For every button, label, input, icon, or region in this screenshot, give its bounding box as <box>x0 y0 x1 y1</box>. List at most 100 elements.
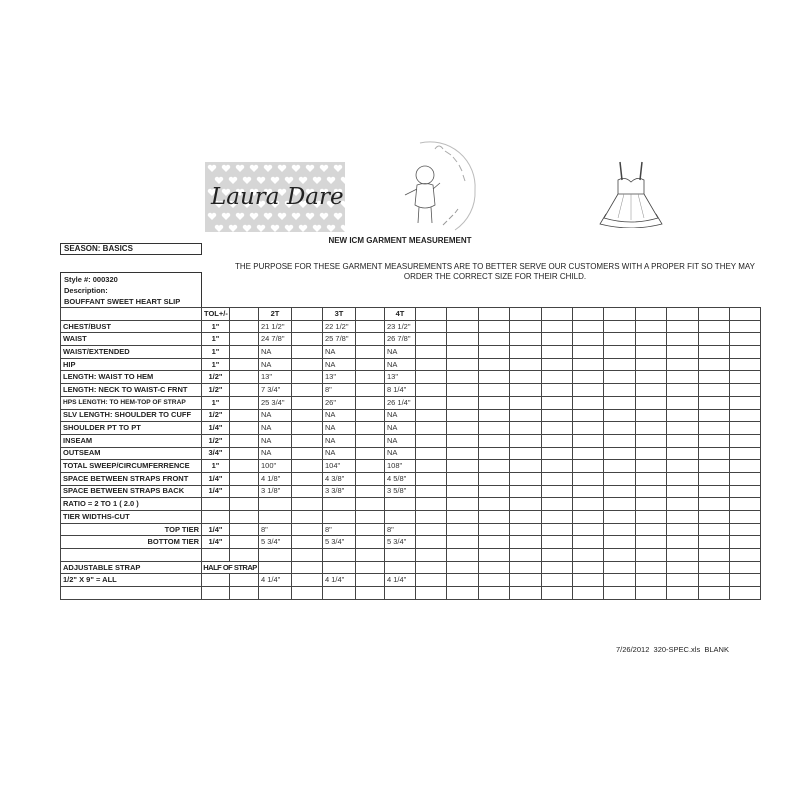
empty-cell <box>634 421 668 435</box>
empty-cell <box>477 573 511 588</box>
empty-cell <box>571 395 605 410</box>
empty-cell <box>571 408 605 423</box>
empty-cell <box>603 383 636 397</box>
heart-icon <box>242 176 252 184</box>
empty-cell <box>603 446 636 461</box>
table-row: WAIST/EXTENDED 1" NA NA NA <box>60 345 762 359</box>
empty-cell <box>414 510 448 524</box>
empty-cell <box>666 307 699 321</box>
empty-cell <box>728 497 762 511</box>
empty-cell <box>571 573 605 588</box>
size-value-4t: NA <box>384 345 416 359</box>
row-tolerance: 1" <box>201 395 230 410</box>
empty-cell <box>728 332 762 347</box>
heart-icon <box>305 164 315 172</box>
heart-icon <box>340 176 345 184</box>
empty-cell <box>603 573 636 588</box>
row-tolerance <box>201 510 230 524</box>
empty-cell <box>355 535 385 550</box>
empty-cell <box>728 433 762 448</box>
empty-cell <box>666 446 699 461</box>
empty-cell <box>540 332 573 347</box>
empty-cell <box>697 560 730 575</box>
empty-cell <box>446 522 479 537</box>
heart-icon <box>284 200 294 208</box>
heart-icon <box>326 176 336 184</box>
empty-cell <box>509 484 542 499</box>
empty-cell <box>728 586 762 600</box>
empty-cell <box>509 497 542 511</box>
size-value-4t: 8 1/4" <box>384 383 416 397</box>
table-row: HIP 1" NA NA NA <box>60 357 762 372</box>
empty-cell <box>446 510 479 524</box>
empty-cell <box>355 383 385 397</box>
empty-cell <box>291 370 323 385</box>
empty-cell <box>509 535 542 550</box>
empty-cell <box>291 560 323 575</box>
table-row: RATIO = 2 TO 1 ( 2.0 ) <box>60 497 762 511</box>
row-tolerance: 1/2" <box>201 408 230 423</box>
empty-cell <box>509 421 542 435</box>
size-value-3t: NA <box>322 408 356 423</box>
heart-icon <box>312 224 322 232</box>
size-value-2t <box>258 497 292 511</box>
empty-cell <box>571 471 605 486</box>
empty-cell <box>477 535 511 550</box>
empty-cell <box>509 307 542 321</box>
empty-cell <box>634 332 668 347</box>
size-value-2t: 8" <box>258 522 292 537</box>
row-label: LENGTH: WAIST TO HEM <box>60 370 202 385</box>
empty-cell <box>540 535 573 550</box>
row-tolerance: 1" <box>201 357 230 372</box>
empty-cell <box>446 395 479 410</box>
style-box: Style #: 000320 Description: BOUFFANT SW… <box>60 272 202 308</box>
empty-cell <box>477 586 511 600</box>
empty-cell <box>414 459 448 473</box>
empty-cell <box>477 471 511 486</box>
style-number: Style #: 000320 <box>64 275 118 284</box>
empty-cell <box>666 560 699 575</box>
size-value-4t: NA <box>384 446 416 461</box>
collections-stamp-logo <box>404 141 476 231</box>
empty-cell <box>414 586 448 600</box>
size-value-3t: 8" <box>322 522 356 537</box>
size-value-3t: NA <box>322 421 356 435</box>
empty-cell <box>603 522 636 537</box>
empty-cell <box>229 421 259 435</box>
table-row: WAIST 1" 24 7/8" 25 7/8" 26 7/8" <box>60 332 762 347</box>
size-value-4t: 3 5/8" <box>384 484 416 499</box>
row-tolerance: 1/4" <box>201 484 230 499</box>
empty-cell <box>571 421 605 435</box>
empty-cell <box>477 395 511 410</box>
empty-cell <box>666 433 699 448</box>
empty-cell <box>540 370 573 385</box>
size-value-4t <box>384 497 416 511</box>
empty-cell <box>509 383 542 397</box>
heart-icon <box>256 176 266 184</box>
empty-cell <box>603 408 636 423</box>
table-row: SPACE BETWEEN STRAPS FRONT 1/4" 4 1/8" 4 3/… <box>60 471 762 486</box>
size-value-4t: 4 5/8" <box>384 471 416 486</box>
row-label: LENGTH: NECK TO WAIST-C FRNT <box>60 383 202 397</box>
empty-cell <box>509 459 542 473</box>
empty-cell <box>291 497 323 511</box>
size-value-3t: NA <box>322 345 356 359</box>
empty-cell <box>697 345 730 359</box>
empty-cell <box>477 497 511 511</box>
empty-cell <box>446 433 479 448</box>
empty-cell <box>509 560 542 575</box>
row-tolerance: 1/2" <box>201 383 230 397</box>
heart-icon <box>256 200 266 208</box>
size-value-3t: 5 3/4" <box>322 535 356 550</box>
heart-icon <box>256 224 266 232</box>
empty-cell <box>728 459 762 473</box>
heart-icon <box>284 224 294 232</box>
empty-cell <box>728 319 762 334</box>
empty-cell <box>571 459 605 473</box>
hearts-pattern <box>207 164 345 232</box>
row-label: RATIO = 2 TO 1 ( 2.0 ) <box>60 497 202 511</box>
empty-cell <box>355 510 385 524</box>
empty-cell <box>229 459 259 473</box>
empty-cell <box>229 535 259 550</box>
empty-cell <box>666 497 699 511</box>
